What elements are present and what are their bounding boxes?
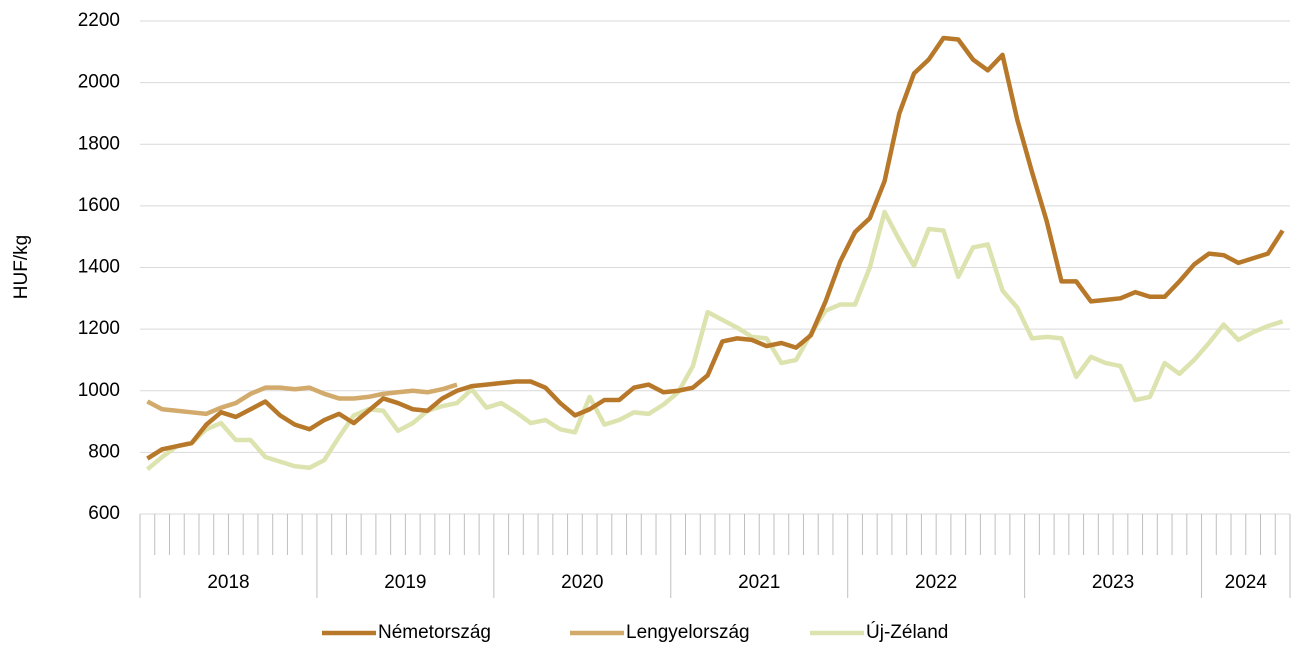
x-group-label: 2019 <box>384 572 426 593</box>
y-tick-label: 1800 <box>78 133 120 154</box>
series-line <box>145 209 1284 472</box>
y-tick-label: 1600 <box>78 195 120 216</box>
x-group-label: 2021 <box>738 572 780 593</box>
x-group-label: 2022 <box>915 572 957 593</box>
x-group-label: 2018 <box>207 572 249 593</box>
x-group-label: 2020 <box>561 572 603 593</box>
y-tick-label: 1000 <box>78 380 120 401</box>
y-tick-label: 600 <box>88 503 120 524</box>
legend-label: Új-Zéland <box>866 621 948 643</box>
y-tick-label: 2200 <box>78 10 120 31</box>
y-tick-label: 1200 <box>78 318 120 339</box>
y-axis-label: HUF/kg <box>11 235 32 299</box>
x-group-label: 2023 <box>1092 572 1134 593</box>
y-tick-label: 1400 <box>78 257 120 278</box>
series-line <box>146 35 1285 461</box>
legend-label: Lengyelország <box>626 622 750 643</box>
series-line <box>146 382 458 417</box>
legend-label: Németország <box>378 622 491 643</box>
y-tick-label: 800 <box>88 441 120 462</box>
y-tick-label: 2000 <box>78 72 120 93</box>
x-group-label: 2024 <box>1225 572 1268 593</box>
